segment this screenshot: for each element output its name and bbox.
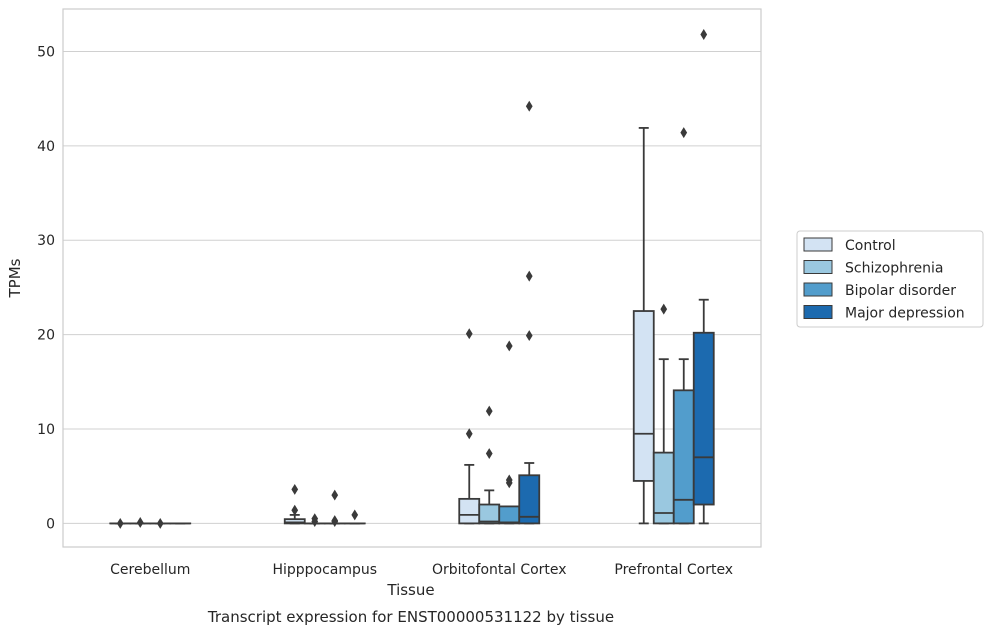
box-group bbox=[323, 489, 346, 527]
outlier-point bbox=[660, 303, 668, 315]
y-tick-labels: 0 10 20 30 40 50 bbox=[37, 44, 55, 532]
box-group bbox=[652, 303, 675, 525]
box-group bbox=[343, 509, 366, 525]
y-tick-label: 50 bbox=[37, 44, 55, 60]
box-group bbox=[692, 29, 715, 525]
x-tick-label: Orbitofontal Cortex bbox=[432, 562, 567, 578]
outlier-point bbox=[351, 509, 359, 521]
x-tick-labels: Cerebellum Hipppocampus Orbitofontal Corte… bbox=[110, 562, 733, 578]
legend-swatch bbox=[803, 282, 833, 297]
box bbox=[692, 331, 715, 506]
outlier-point bbox=[525, 100, 533, 112]
outlier-point bbox=[700, 29, 708, 40]
outlier-point bbox=[465, 328, 473, 340]
legend-frame bbox=[796, 230, 984, 328]
x-tick-label: Prefrontal Cortex bbox=[614, 562, 733, 578]
outlier-point bbox=[505, 340, 513, 352]
outlier-point bbox=[331, 489, 339, 501]
box-group bbox=[672, 127, 695, 525]
legend-swatch bbox=[803, 260, 833, 274]
box-group bbox=[303, 513, 326, 527]
outlier-point bbox=[291, 504, 299, 516]
box bbox=[498, 505, 521, 525]
outlier-point bbox=[465, 428, 473, 440]
outlier-point bbox=[680, 127, 688, 139]
y-tick-label: 10 bbox=[37, 422, 55, 438]
plot-frame bbox=[62, 8, 762, 548]
outlier-point bbox=[136, 516, 144, 528]
box-group bbox=[498, 340, 521, 525]
legend-label: Schizophrenia bbox=[845, 261, 943, 277]
legend-swatch bbox=[803, 237, 833, 252]
x-tick-label: Cerebellum bbox=[110, 562, 190, 578]
box bbox=[632, 310, 655, 482]
box-group bbox=[283, 483, 306, 525]
box-group bbox=[149, 517, 172, 529]
box-group bbox=[458, 328, 481, 525]
box-group bbox=[478, 405, 501, 525]
x-axis-label: Tissue bbox=[386, 581, 434, 599]
outlier-point bbox=[485, 405, 493, 417]
outlier-point bbox=[485, 448, 493, 460]
outlier-point bbox=[116, 517, 124, 529]
outlier-point bbox=[525, 270, 533, 282]
box-group bbox=[632, 127, 655, 525]
box bbox=[283, 518, 306, 525]
outlier-point bbox=[505, 474, 513, 486]
box-group bbox=[129, 516, 152, 528]
box-plots bbox=[109, 29, 715, 529]
legend-label: Bipolar disorder bbox=[845, 283, 956, 299]
y-axis-label: TPMs bbox=[6, 258, 24, 298]
box-group bbox=[518, 100, 541, 525]
legend-label: Major depression bbox=[845, 306, 965, 322]
outlier-point bbox=[156, 517, 164, 529]
box-group bbox=[109, 517, 132, 529]
y-tick-label: 0 bbox=[46, 516, 55, 532]
legend-swatch bbox=[803, 305, 833, 319]
figure-caption: Transcript expression for ENST0000053112… bbox=[207, 608, 614, 626]
box bbox=[518, 474, 541, 525]
y-tick-label: 40 bbox=[37, 139, 55, 155]
y-tick-label: 20 bbox=[37, 328, 55, 344]
box bbox=[672, 389, 695, 525]
outlier-point bbox=[331, 515, 339, 527]
legend: Control Schizophrenia Bipolar disorder Majo… bbox=[796, 230, 984, 328]
x-tick-label: Hipppocampus bbox=[272, 562, 377, 578]
y-tick-label: 30 bbox=[37, 233, 55, 249]
outlier-point bbox=[311, 513, 319, 525]
box bbox=[478, 503, 501, 525]
outlier-point bbox=[525, 330, 533, 342]
box bbox=[458, 497, 481, 525]
legend-label: Control bbox=[845, 238, 896, 254]
outlier-point bbox=[291, 483, 299, 495]
